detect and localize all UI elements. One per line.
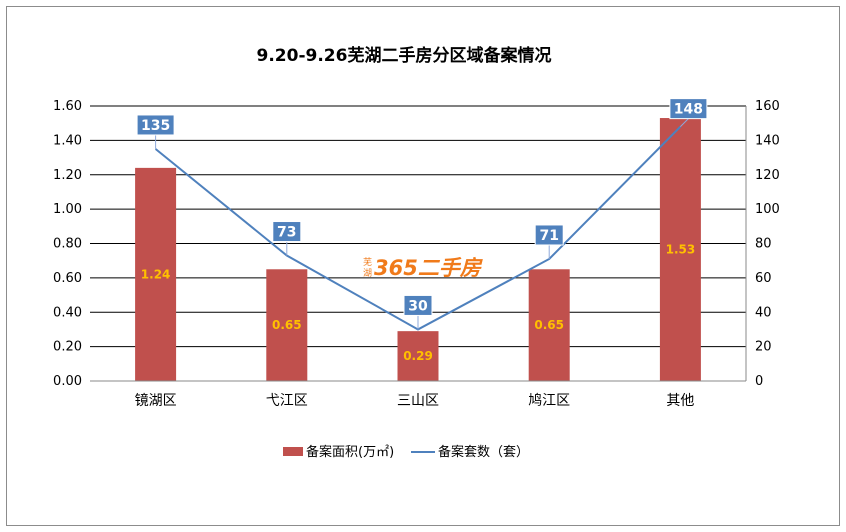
x-category-label: 鸠江区 (528, 392, 570, 409)
point-value-label: 71 (539, 228, 558, 244)
y-right-tick-label: 40 (755, 305, 772, 320)
y-left-tick-label: 0.20 (53, 340, 82, 355)
legend-bar-swatch (283, 447, 303, 456)
y-right-tick-label: 60 (755, 271, 772, 286)
bar (135, 167, 177, 381)
point-label-leader (680, 118, 689, 127)
watermark-logo: 芜 湖 365二手房 (363, 256, 483, 280)
point-value-label: 30 (408, 298, 428, 314)
bars-layer: 1.24 0.65 0.29 0.65 1.53 (135, 118, 701, 381)
x-category-label: 其他 (666, 393, 694, 409)
x-category-label: 弋江区 (266, 393, 308, 409)
point-label-box (403, 294, 433, 316)
watermark-city-bottom: 湖 (363, 268, 372, 279)
x-category-label: 三山区 (397, 393, 439, 409)
legend-bar-label: 备案面积(万㎡) (306, 444, 394, 460)
y-left-tick-label: 0.40 (53, 305, 82, 320)
chart-frame: 9.20-9.26芜湖二手房分区域备案情况 芜 湖 365二手房 1.24 0.6… (6, 6, 840, 526)
grid-layer (90, 105, 746, 348)
y-right-tick-label: 120 (755, 168, 780, 183)
y-left-tick-label: 1.40 (53, 133, 82, 148)
y-left-tick-label: 0.80 (53, 237, 82, 252)
y-right-tick-label: 80 (755, 237, 772, 252)
bar-value-label: 1.24 (141, 267, 171, 281)
legend: 备案面积(万㎡) 备案套数（套） (283, 444, 529, 460)
y-right-tick-label: 160 (755, 99, 780, 114)
point-label-box (669, 98, 708, 120)
bar (397, 331, 439, 381)
y-left-tick-label: 1.00 (53, 202, 82, 217)
bar-value-label: 0.29 (403, 349, 433, 363)
y-right-tick-label: 0 (755, 374, 763, 389)
bar (266, 269, 308, 381)
bar (659, 118, 701, 381)
y-right-tick-label: 100 (755, 202, 780, 217)
x-category-label: 镜湖区 (135, 393, 177, 409)
watermark-brand: 365二手房 (374, 256, 483, 280)
line-layer: 135 73 30 71 148 (136, 98, 708, 331)
point-value-label: 73 (277, 225, 296, 241)
legend-line-label: 备案套数（套） (438, 444, 529, 460)
point-label-box (534, 224, 564, 246)
bar-value-label: 0.65 (272, 318, 302, 332)
y-right-tick-label: 140 (755, 133, 780, 148)
point-value-label: 135 (141, 118, 170, 134)
watermark-city-top: 芜 (363, 256, 372, 268)
y-right-tick-label: 20 (755, 340, 772, 355)
y-left-tick-label: 1.60 (53, 99, 82, 114)
y-left-tick-label: 0.60 (53, 271, 82, 286)
point-label-box (136, 114, 175, 136)
y-left-tick-label: 0.00 (53, 374, 82, 389)
bar-value-label: 0.65 (534, 318, 564, 332)
chart-title: 9.20-9.26芜湖二手房分区域备案情况 (257, 45, 552, 66)
point-label-box (272, 221, 302, 243)
bar-value-label: 1.53 (666, 243, 696, 257)
point-value-label: 148 (674, 102, 703, 118)
chart-svg: 9.20-9.26芜湖二手房分区域备案情况 芜 湖 365二手房 1.24 0.6… (53, 45, 780, 460)
axis-layer: 0.00 0.20 0.40 0.60 0.80 1.00 1.20 1.40 1.60 0 20 4… (53, 99, 780, 409)
bar (528, 269, 570, 381)
y-left-tick-label: 1.20 (53, 168, 82, 183)
